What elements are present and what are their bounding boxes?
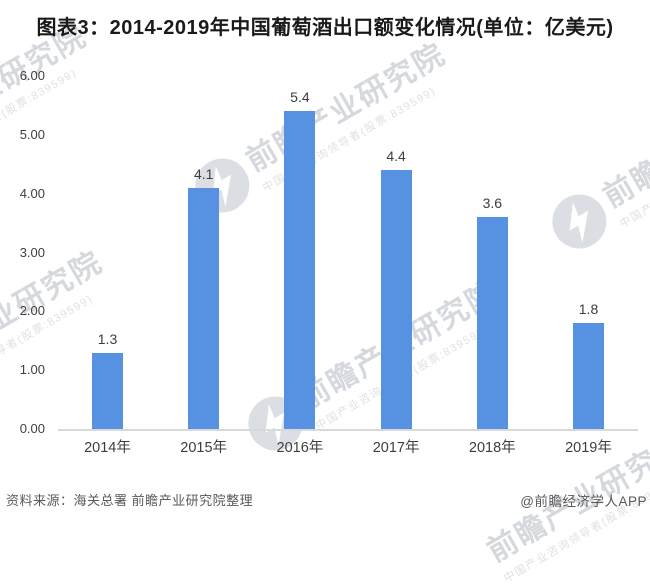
y-axis-tick-label: 2.00 <box>3 302 45 320</box>
bar-value-label: 5.4 <box>270 88 330 106</box>
x-axis-tick-label: 2016年 <box>260 439 340 457</box>
bar-value-label: 1.8 <box>559 300 619 318</box>
app-credit: @前瞻经济学人APP <box>520 490 647 510</box>
x-axis-tick-label: 2019年 <box>549 439 629 457</box>
y-axis-tick-label: 4.00 <box>3 185 45 203</box>
y-axis-tick-label: 5.00 <box>3 126 45 144</box>
y-axis-tick-label: 3.00 <box>3 244 45 262</box>
y-axis-tick-label: 1.00 <box>3 361 45 379</box>
bar <box>284 111 315 429</box>
x-axis-tick-label: 2015年 <box>164 439 244 457</box>
bar-value-label: 4.4 <box>366 147 426 165</box>
x-axis-tick-label: 2014年 <box>68 439 148 457</box>
y-axis-tick-label: 0.00 <box>3 420 45 438</box>
plot-area: 图表3：2014-2019年中国葡萄酒出口额变化情况(单位：亿美元) 0.00 1… <box>0 0 650 524</box>
bar-value-label: 1.3 <box>78 330 138 348</box>
x-axis-line <box>58 429 638 431</box>
bar <box>573 323 604 429</box>
x-axis-tick-label: 2017年 <box>356 439 436 457</box>
bar-chart-figure: 前瞻产业研究院中国产业咨询领导者(股票:839599)前瞻产业研究院中国产业咨询… <box>0 0 650 524</box>
bar <box>92 353 123 429</box>
y-axis-tick-label: 6.00 <box>3 67 45 85</box>
bar <box>381 170 412 429</box>
bar <box>477 217 508 429</box>
bar <box>188 188 219 429</box>
chart-title: 图表3：2014-2019年中国葡萄酒出口额变化情况(单位：亿美元) <box>0 11 650 40</box>
bar-value-label: 4.1 <box>174 165 234 183</box>
bar-value-label: 3.6 <box>462 194 522 212</box>
source-note: 资料来源：海关总署 前瞻产业研究院整理 <box>6 490 253 509</box>
x-axis-tick-label: 2018年 <box>452 439 532 457</box>
